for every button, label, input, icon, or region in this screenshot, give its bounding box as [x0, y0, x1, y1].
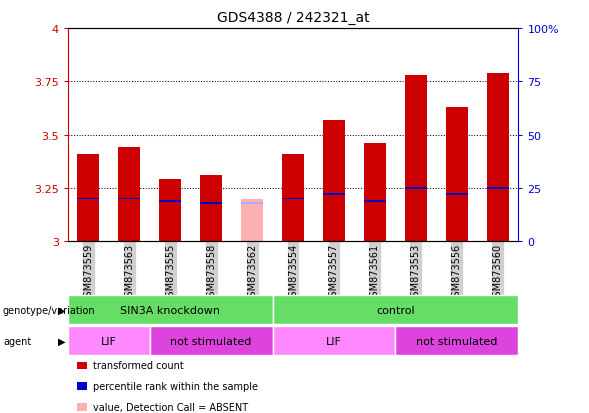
Bar	[159, 200, 181, 202]
Text: ▶: ▶	[58, 305, 65, 315]
Title: GDS4388 / 242321_at: GDS4388 / 242321_at	[217, 11, 369, 25]
Bar	[77, 154, 100, 242]
Bar	[118, 198, 140, 200]
Text: not stimulated: not stimulated	[170, 336, 252, 346]
Bar	[77, 198, 100, 200]
Bar	[282, 154, 305, 242]
Text: ▶: ▶	[58, 336, 65, 346]
Bar	[200, 176, 223, 242]
Bar	[241, 199, 263, 242]
Text: not stimulated: not stimulated	[416, 336, 498, 346]
Text: LIF: LIF	[101, 336, 117, 346]
Text: LIF: LIF	[326, 336, 342, 346]
Bar	[446, 194, 468, 196]
Bar	[405, 76, 427, 242]
Bar	[323, 194, 345, 196]
Text: genotype/variation: genotype/variation	[3, 305, 95, 315]
Text: SIN3A knockdown: SIN3A knockdown	[120, 305, 220, 315]
Bar	[200, 202, 223, 204]
Bar	[363, 144, 386, 242]
Text: transformed count: transformed count	[93, 361, 184, 370]
Text: percentile rank within the sample: percentile rank within the sample	[93, 381, 258, 391]
Text: value, Detection Call = ABSENT: value, Detection Call = ABSENT	[93, 402, 248, 412]
Bar	[118, 148, 140, 242]
Text: control: control	[376, 305, 415, 315]
Bar	[159, 180, 181, 242]
Bar	[282, 198, 305, 200]
Bar	[405, 188, 427, 189]
Bar	[323, 120, 345, 242]
Text: agent: agent	[3, 336, 31, 346]
Bar	[241, 202, 263, 204]
Bar	[487, 74, 509, 242]
Bar	[363, 200, 386, 202]
Bar	[446, 108, 468, 242]
Bar	[487, 188, 509, 189]
